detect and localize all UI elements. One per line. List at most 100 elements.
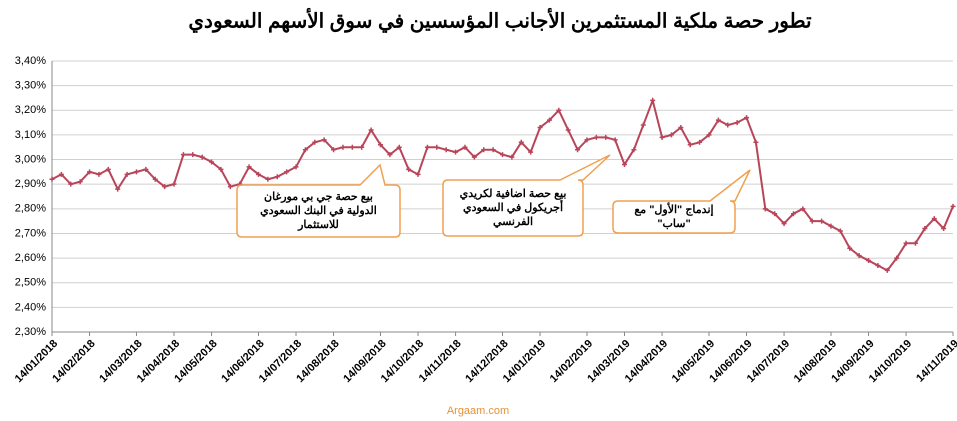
marker xyxy=(856,253,862,259)
marker xyxy=(650,97,656,103)
marker xyxy=(293,164,299,170)
marker xyxy=(284,169,290,175)
marker xyxy=(687,142,693,148)
marker xyxy=(518,139,524,145)
marker xyxy=(912,240,918,246)
marker xyxy=(631,147,637,153)
chart-title: تطور حصة ملكية المستثمرين الأجانب المؤسس… xyxy=(188,7,812,33)
callout xyxy=(612,169,751,234)
marker xyxy=(368,127,374,133)
annotation-text: بيع حصة اضافية لكريدي xyxy=(460,188,567,201)
marker xyxy=(143,166,149,172)
callout xyxy=(236,163,401,238)
marker xyxy=(640,122,646,128)
marker xyxy=(180,152,186,158)
marker xyxy=(866,258,872,264)
marker xyxy=(171,181,177,187)
y-tick-label: 2,30% xyxy=(15,326,46,338)
marker xyxy=(950,203,956,209)
annotation-text: أجريكول في السعودي xyxy=(463,200,563,215)
marker xyxy=(556,107,562,113)
y-tick-label: 3,00% xyxy=(15,153,46,165)
annotation-text: الفرنسي xyxy=(493,216,533,229)
marker xyxy=(903,240,909,246)
marker xyxy=(349,144,355,150)
marker xyxy=(546,117,552,123)
marker xyxy=(490,147,496,153)
marker xyxy=(884,267,890,273)
marker xyxy=(162,184,168,190)
marker xyxy=(612,137,618,143)
marker xyxy=(209,159,215,165)
y-tick-label: 2,70% xyxy=(15,227,46,239)
marker xyxy=(359,144,365,150)
marker xyxy=(124,171,130,177)
marker xyxy=(565,127,571,133)
marker xyxy=(133,169,139,175)
annotation-text: "ساب" xyxy=(657,218,690,230)
marker xyxy=(434,144,440,150)
marker xyxy=(331,147,337,153)
y-tick-label: 2,50% xyxy=(15,277,46,289)
marker xyxy=(697,139,703,145)
marker xyxy=(725,122,731,128)
y-tick-label: 3,10% xyxy=(15,129,46,141)
marker xyxy=(509,154,515,160)
marker xyxy=(152,176,158,182)
marker xyxy=(424,144,430,150)
marker xyxy=(931,216,937,222)
marker xyxy=(462,144,468,150)
marker xyxy=(744,115,750,121)
marker xyxy=(302,147,308,153)
annotation-text: بيع حصة جي بي مورغان xyxy=(264,191,373,204)
marker xyxy=(875,262,881,268)
marker xyxy=(255,171,261,177)
y-tick-label: 2,40% xyxy=(15,301,46,313)
marker xyxy=(396,144,402,150)
marker xyxy=(321,137,327,143)
marker xyxy=(115,186,121,192)
y-tick-label: 2,80% xyxy=(15,203,46,215)
marker xyxy=(199,154,205,160)
marker xyxy=(706,132,712,138)
marker xyxy=(922,226,928,232)
marker xyxy=(734,120,740,126)
marker xyxy=(668,132,674,138)
y-tick-label: 2,90% xyxy=(15,178,46,190)
marker xyxy=(537,125,543,131)
marker xyxy=(218,166,224,172)
marker xyxy=(58,171,64,177)
marker xyxy=(265,176,271,182)
annotation-text: إندماج "الأول" مع xyxy=(634,202,713,217)
marker xyxy=(790,211,796,217)
marker xyxy=(312,139,318,145)
marker xyxy=(500,152,505,158)
marker xyxy=(659,134,665,140)
marker xyxy=(481,147,487,153)
annotation-text: الدولية في البنك السعودي xyxy=(260,205,377,218)
marker xyxy=(575,147,581,153)
marker xyxy=(190,152,196,158)
marker xyxy=(828,223,834,229)
marker xyxy=(603,134,609,140)
marker xyxy=(340,144,346,150)
annotation: إندماج "الأول" مع"ساب" xyxy=(612,169,751,234)
marker xyxy=(781,221,787,227)
marker xyxy=(762,206,768,212)
marker xyxy=(584,137,590,143)
marker xyxy=(246,164,252,170)
callout xyxy=(442,154,611,237)
y-tick-label: 3,40% xyxy=(15,55,46,67)
y-tick-label: 3,30% xyxy=(15,80,46,92)
y-tick-label: 2,60% xyxy=(15,252,46,264)
marker xyxy=(847,245,853,251)
marker xyxy=(49,176,55,182)
marker xyxy=(772,211,778,217)
marker xyxy=(894,255,900,261)
marker xyxy=(837,228,843,234)
marker xyxy=(415,171,421,177)
marker xyxy=(800,206,806,212)
marker xyxy=(387,152,393,158)
marker xyxy=(77,179,83,185)
